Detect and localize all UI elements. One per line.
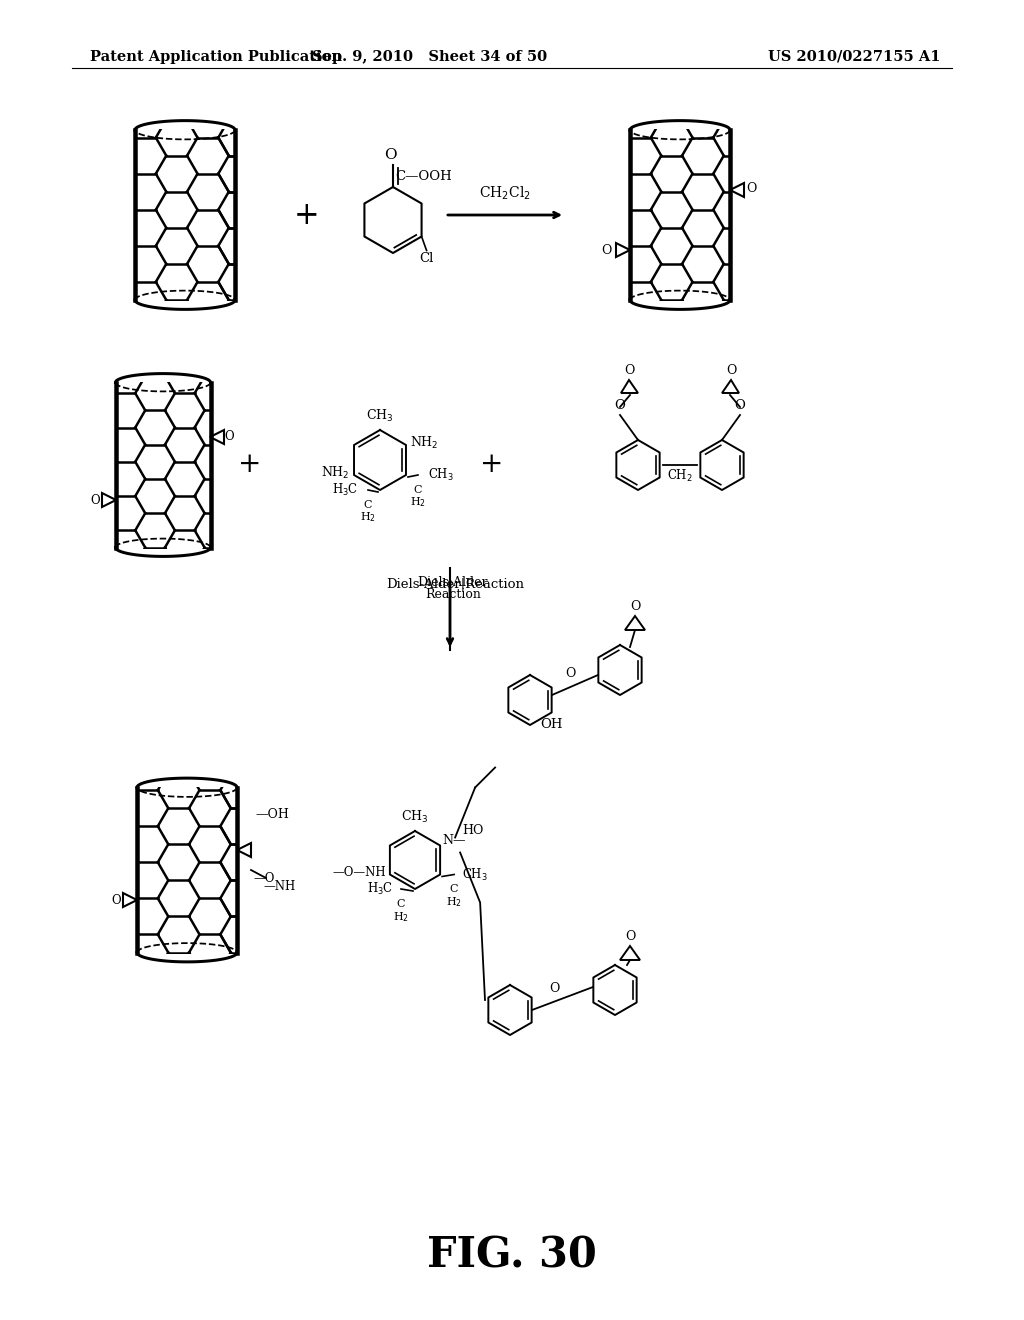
Text: O: O: [614, 399, 626, 412]
Text: N—: N—: [442, 834, 466, 847]
Text: C: C: [364, 500, 373, 510]
Text: H$_2$: H$_2$: [410, 495, 426, 508]
Text: C: C: [450, 884, 459, 895]
Text: O: O: [549, 982, 560, 995]
Text: O: O: [384, 148, 396, 162]
Text: OH: OH: [540, 718, 562, 731]
Text: Diels-Alder: Diels-Alder: [418, 576, 488, 589]
Text: Sep. 9, 2010   Sheet 34 of 50: Sep. 9, 2010 Sheet 34 of 50: [312, 50, 548, 63]
Text: CH$_3$: CH$_3$: [462, 866, 488, 883]
Text: +: +: [294, 199, 319, 231]
Text: O: O: [224, 430, 233, 444]
Text: HO: HO: [462, 824, 483, 837]
Text: CH$_2$: CH$_2$: [667, 469, 693, 484]
Text: CH$_2$Cl$_2$: CH$_2$Cl$_2$: [479, 185, 530, 202]
Text: +: +: [480, 451, 504, 479]
Text: H$_2$: H$_2$: [446, 895, 462, 909]
Text: —O: —O: [253, 873, 274, 884]
Text: US 2010/0227155 A1: US 2010/0227155 A1: [768, 50, 940, 63]
Text: —NH: —NH: [263, 880, 295, 894]
Text: FIG. 30: FIG. 30: [427, 1234, 597, 1276]
Text: H$_2$: H$_2$: [393, 909, 409, 924]
Text: O: O: [601, 243, 611, 256]
Text: O: O: [624, 364, 634, 378]
Text: NH$_2$: NH$_2$: [322, 465, 350, 480]
Text: H$_2$: H$_2$: [360, 510, 376, 524]
Text: O: O: [630, 601, 640, 612]
Text: C—OOH: C—OOH: [395, 170, 452, 183]
Text: CH$_3$: CH$_3$: [367, 408, 394, 424]
Text: O: O: [746, 182, 757, 195]
Text: +: +: [239, 451, 262, 479]
Text: NH$_2$: NH$_2$: [410, 436, 438, 451]
Text: —O—NH: —O—NH: [332, 866, 386, 879]
Text: —OH: —OH: [255, 808, 289, 821]
Text: CH$_3$: CH$_3$: [428, 467, 454, 483]
Text: Reaction: Reaction: [425, 587, 481, 601]
Text: O: O: [90, 494, 100, 507]
Text: Patent Application Publication: Patent Application Publication: [90, 50, 342, 63]
Text: O: O: [726, 364, 736, 378]
Text: O: O: [625, 931, 635, 942]
Text: H$_3$C: H$_3$C: [332, 482, 358, 498]
Text: CH$_3$: CH$_3$: [401, 809, 429, 825]
Text: O: O: [734, 399, 745, 412]
Text: O: O: [112, 894, 121, 907]
Text: H$_3$C: H$_3$C: [367, 880, 393, 898]
Text: Diels-Alder|Reaction: Diels-Alder|Reaction: [386, 578, 524, 591]
Text: Cl: Cl: [420, 252, 434, 265]
Text: C: C: [396, 899, 406, 909]
Text: O: O: [565, 667, 575, 680]
Text: C: C: [414, 484, 422, 495]
